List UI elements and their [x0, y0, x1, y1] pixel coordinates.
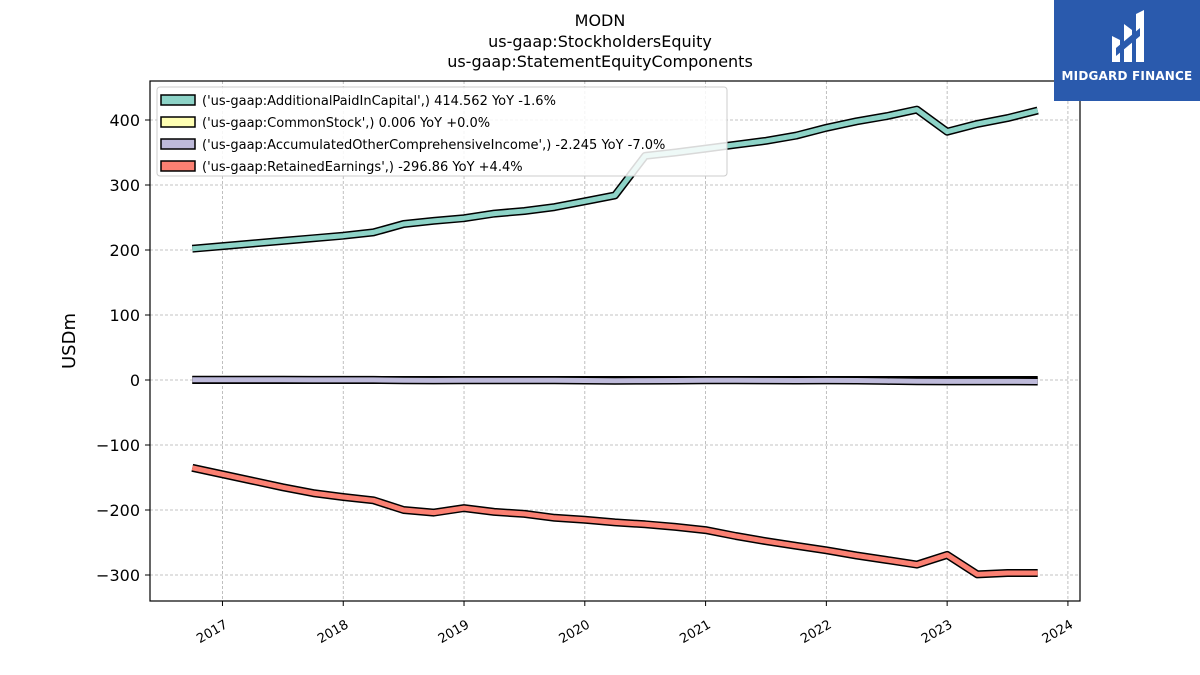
x-tick-label: 2019 — [436, 617, 472, 647]
y-tick-label: −300 — [96, 566, 140, 585]
brand-logo: MIDGARD FINANCE — [1054, 0, 1200, 101]
plot-frame — [149, 80, 1081, 602]
series-line-2 — [192, 377, 1038, 384]
logo-mark-icon — [1112, 10, 1144, 62]
y-tick-label: −200 — [96, 501, 140, 520]
y-tick-label: 200 — [109, 241, 140, 260]
legend-label: ('us-gaap:AdditionalPaidInCapital',) 414… — [202, 94, 556, 109]
x-tick-label: 2020 — [557, 617, 593, 647]
x-tick-label: 2018 — [315, 617, 351, 647]
legend-swatch — [160, 138, 196, 150]
x-tick-label: 2023 — [919, 617, 955, 647]
series-layer — [191, 105, 1039, 579]
x-tick-label: 2021 — [677, 617, 713, 647]
legend: ('us-gaap:AdditionalPaidInCapital',) 414… — [156, 86, 728, 177]
x-tick-label: 2024 — [1040, 617, 1076, 647]
y-axis-label: USDm — [59, 313, 80, 369]
y-tick-label: −100 — [96, 436, 140, 455]
x-tick-label: 2017 — [194, 617, 230, 647]
logo-text: MIDGARD FINANCE — [1061, 69, 1193, 83]
legend-label: ('us-gaap:AccumulatedOtherComprehensiveI… — [202, 138, 665, 153]
y-tick-label: 400 — [109, 111, 140, 130]
chart-subtitle: us-gaap:StockholdersEquity — [488, 32, 712, 51]
series-line-3 — [191, 465, 1038, 577]
x-tick-label: 2022 — [798, 617, 834, 647]
series-line-0 — [192, 107, 1039, 252]
y-tick-label: 0 — [130, 371, 140, 390]
legend-box — [156, 86, 728, 177]
legend-label: ('us-gaap:RetainedEarnings',) -296.86 Yo… — [202, 160, 523, 175]
chart-title: MODN — [574, 11, 626, 30]
y-tick-label: 300 — [109, 176, 140, 195]
legend-swatch — [160, 94, 196, 106]
legend-swatch — [160, 116, 196, 128]
legend-swatch — [160, 160, 196, 172]
legend-label: ('us-gaap:CommonStock',) 0.006 YoY +0.0% — [202, 116, 490, 131]
chart-subtitle-2: us-gaap:StatementEquityComponents — [447, 52, 753, 71]
y-tick-label: 100 — [109, 306, 140, 325]
